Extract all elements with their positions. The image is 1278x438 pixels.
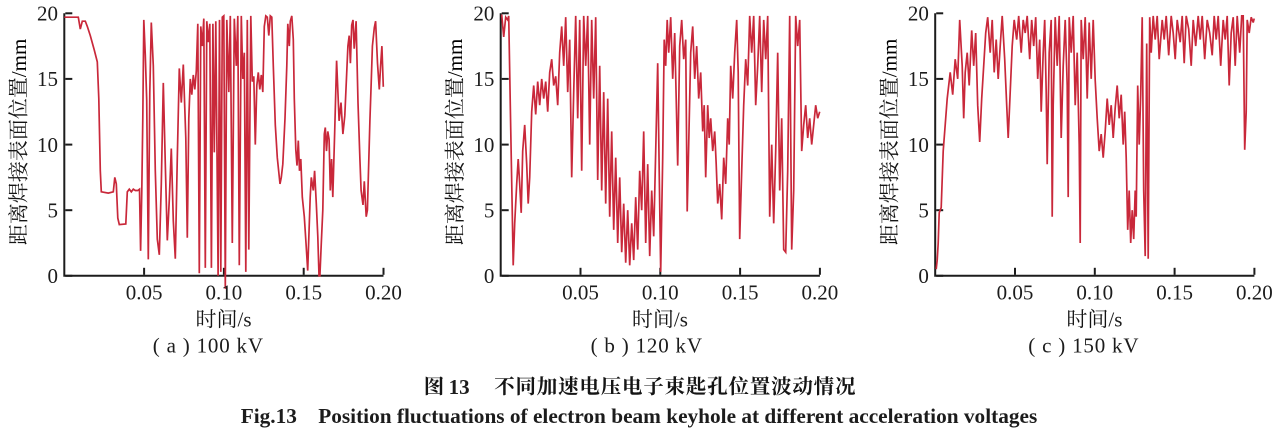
svg-text:/mm: /mm [443, 39, 467, 78]
svg-text:0: 0 [484, 264, 495, 288]
svg-text:15: 15 [37, 67, 58, 91]
svg-text:/s: /s [1108, 308, 1122, 332]
svg-text:15: 15 [473, 67, 494, 91]
svg-text:15: 15 [908, 67, 929, 91]
svg-text:/s: /s [238, 308, 252, 332]
svg-text:20: 20 [37, 2, 58, 26]
svg-text:0.10: 0.10 [642, 281, 679, 305]
svg-text:/mm: /mm [878, 39, 902, 78]
svg-text:0.05: 0.05 [997, 281, 1034, 305]
svg-text:0.05: 0.05 [562, 281, 599, 305]
svg-text:5: 5 [484, 199, 495, 223]
svg-text:0.20: 0.20 [365, 281, 402, 305]
svg-text:Fig.13 Position fluctuation: Fig.13 Position fluctuations of electron… [241, 404, 1038, 428]
svg-text:/s: /s [674, 308, 688, 332]
svg-text:5: 5 [918, 199, 929, 223]
svg-text:0.15: 0.15 [285, 281, 322, 305]
svg-text:0.05: 0.05 [126, 281, 163, 305]
svg-text:( b ) 120 kV: ( b ) 120 kV [591, 333, 703, 357]
svg-text:0.10: 0.10 [1076, 281, 1113, 305]
svg-text:0.15: 0.15 [1156, 281, 1193, 305]
svg-text:( c ) 150 kV: ( c ) 150 kV [1028, 333, 1139, 357]
svg-text:0.20: 0.20 [1236, 281, 1273, 305]
svg-text:0.10: 0.10 [206, 281, 243, 305]
svg-text:20: 20 [908, 2, 929, 26]
svg-text:0: 0 [918, 264, 929, 288]
svg-text:( a ) 100 kV: ( a ) 100 kV [153, 333, 264, 357]
svg-text:5: 5 [48, 199, 59, 223]
svg-text:10: 10 [37, 133, 58, 157]
svg-text:0.20: 0.20 [802, 281, 839, 305]
svg-text:13: 13 [449, 375, 470, 399]
svg-text:0.15: 0.15 [722, 281, 759, 305]
svg-text:10: 10 [473, 133, 494, 157]
svg-text:20: 20 [473, 2, 494, 26]
svg-text:0: 0 [48, 264, 59, 288]
svg-text:/mm: /mm [7, 39, 31, 78]
svg-text:10: 10 [908, 133, 929, 157]
